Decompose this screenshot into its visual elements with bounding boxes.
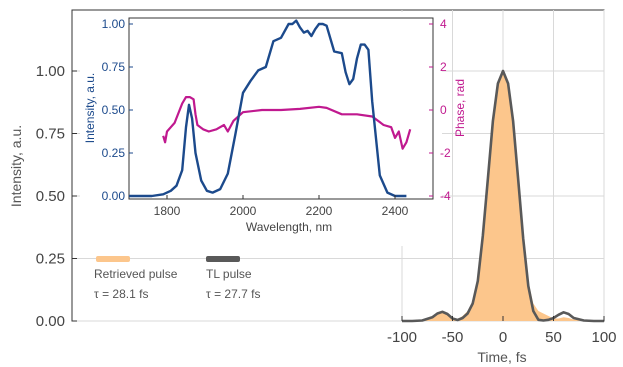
main-y-tick-label: 0.75 [36, 126, 65, 143]
main-y-tick-label: 0.50 [36, 188, 65, 205]
main-x-tick-label: -50 [442, 329, 464, 346]
inset-y-tick-label: 0.25 [102, 146, 126, 160]
inset-y2-tick-label: 4 [440, 17, 447, 31]
inset-chart: 1800 2000 2200 2400 0.00 0.25 0.50 0.75 1.00 -4… [80, 12, 467, 246]
inset-y-tick-label: 0.75 [102, 60, 126, 74]
inset-x-tick-label: 2000 [230, 204, 257, 218]
spectrum-line [129, 19, 407, 198]
inset-y2-tick-label: 0 [440, 103, 447, 117]
main-x-ticks: -100 -50 0 50 100 [387, 316, 617, 346]
legend-swatch-retrieved [96, 256, 130, 262]
inset-background [80, 12, 442, 246]
inset-y-ticks: 0.00 0.25 0.50 0.75 1.00 [102, 17, 133, 203]
inset-y2-axis-label: Phase, rad [453, 79, 467, 137]
inset-y2-tick-label: -2 [440, 146, 451, 160]
inset-x-tick-label: 2200 [306, 204, 333, 218]
inset-y2-tick-label: -4 [440, 189, 451, 203]
tl-pulse-line [402, 69, 604, 323]
inset-y-axis-label: Intensity, a.u. [83, 73, 97, 143]
inset-y-tick-label: 1.00 [102, 17, 126, 31]
inset-x-ticks: 1800 2000 2200 2400 [154, 195, 409, 218]
main-y-ticks: 0.00 0.25 0.50 0.75 1.00 [36, 63, 77, 330]
inset-y-tick-label: 0.50 [102, 103, 126, 117]
inset-plot-frame [128, 17, 434, 200]
inset-x-tick-label: 2400 [382, 204, 409, 218]
inset-y2-ticks: -4 -2 0 2 4 [429, 17, 451, 203]
phase-line [162, 96, 412, 150]
legend-tau-tl: τ = 27.7 fs [206, 287, 260, 301]
inset-x-tick-label: 1800 [154, 204, 181, 218]
main-x-tick-label: 0 [499, 329, 507, 346]
legend-tau-retrieved: τ = 28.1 fs [94, 287, 148, 301]
inset-x-axis-label: Wavelength, nm [246, 220, 332, 234]
inset-y2-tick-label: 2 [440, 60, 447, 74]
legend-swatch-tl [206, 256, 240, 262]
inset-y-tick-label: 0.00 [102, 189, 126, 203]
main-y-tick-label: 0.25 [36, 251, 65, 268]
main-x-tick-label: 50 [545, 329, 562, 346]
legend-label-retrieved: Retrieved pulse [94, 267, 178, 281]
main-y-axis-label: Intensity, a.u. [8, 125, 24, 207]
legend: Retrieved pulse τ = 28.1 fs TL pulse τ =… [94, 256, 260, 301]
main-y-tick-label: 0.00 [36, 313, 65, 330]
main-x-tick-label: -100 [387, 329, 417, 346]
main-x-tick-label: 100 [591, 329, 616, 346]
retrieved-pulse-area [402, 71, 604, 321]
legend-label-tl: TL pulse [206, 267, 252, 281]
main-x-axis-label: Time, fs [477, 349, 526, 365]
main-y-tick-label: 1.00 [36, 63, 65, 80]
